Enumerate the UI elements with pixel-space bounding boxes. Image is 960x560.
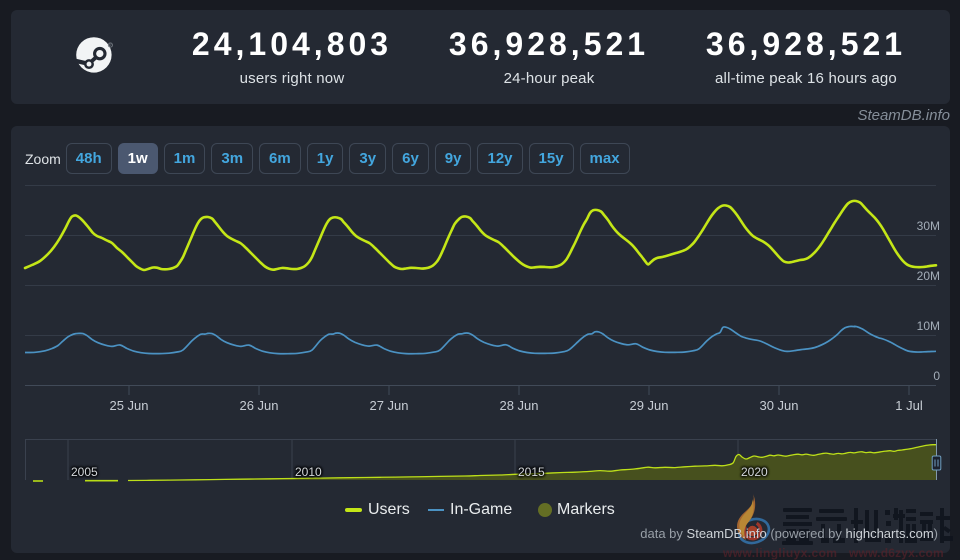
svg-text:www.lingliuyx.com: www.lingliuyx.com [722, 546, 837, 560]
svg-text:www.d6zyx.com: www.d6zyx.com [848, 546, 944, 560]
svg-text:R: R [109, 44, 112, 48]
